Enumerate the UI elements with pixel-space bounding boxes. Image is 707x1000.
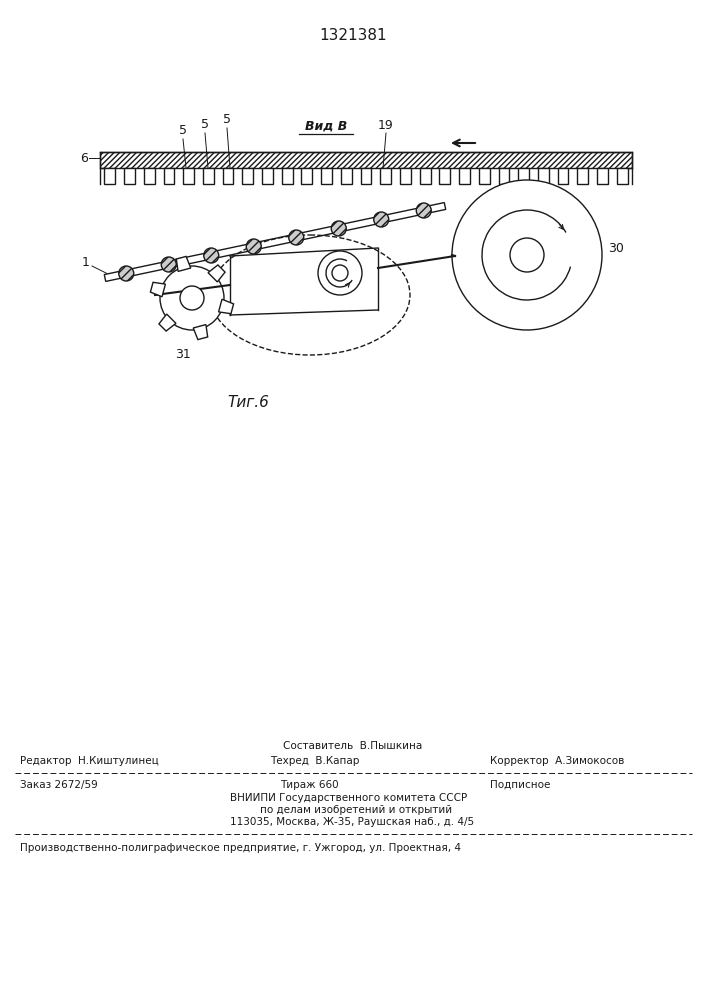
Text: Корректор  А.Зимокосов: Корректор А.Зимокосов: [490, 756, 624, 766]
Polygon shape: [176, 256, 191, 271]
Bar: [100, 152, 632, 168]
Bar: [420, 168, 431, 184]
Circle shape: [452, 180, 602, 330]
Circle shape: [510, 238, 544, 272]
Bar: [617, 168, 628, 184]
Circle shape: [246, 239, 262, 254]
Text: Τиг.6: Τиг.6: [227, 395, 269, 410]
Circle shape: [416, 203, 431, 218]
Circle shape: [288, 230, 304, 245]
Bar: [100, 152, 632, 168]
Bar: [124, 168, 135, 184]
Text: Редактор  Н.Киштулинец: Редактор Н.Киштулинец: [20, 756, 159, 766]
Text: 6: 6: [80, 151, 88, 164]
Bar: [597, 168, 608, 184]
Polygon shape: [104, 203, 445, 281]
Text: 30: 30: [608, 241, 624, 254]
Text: по делам изобретений и открытий: по делам изобретений и открытий: [260, 805, 452, 815]
Polygon shape: [208, 265, 225, 282]
Circle shape: [161, 257, 176, 272]
Circle shape: [332, 221, 346, 236]
Text: ВНИИПИ Государственного комитета СССР: ВНИИПИ Государственного комитета СССР: [230, 793, 467, 803]
Polygon shape: [193, 325, 208, 340]
Text: 113035, Москва, Ж-35, Раушская наб., д. 4/5: 113035, Москва, Ж-35, Раушская наб., д. …: [230, 817, 474, 827]
Circle shape: [332, 265, 348, 281]
Text: 5: 5: [223, 113, 231, 126]
Polygon shape: [151, 282, 165, 297]
Text: 5: 5: [179, 124, 187, 137]
Bar: [223, 168, 233, 184]
Bar: [341, 168, 351, 184]
Text: Вид В: Вид В: [305, 120, 347, 133]
Polygon shape: [218, 299, 233, 314]
Circle shape: [119, 266, 134, 281]
Text: 31: 31: [175, 348, 191, 361]
Bar: [459, 168, 470, 184]
Text: Производственно-полиграфическое предприятие, г. Ужгород, ул. Проектная, 4: Производственно-полиграфическое предприя…: [20, 843, 461, 853]
Text: 5: 5: [201, 118, 209, 131]
Bar: [262, 168, 273, 184]
Bar: [203, 168, 214, 184]
Bar: [400, 168, 411, 184]
Circle shape: [374, 212, 389, 227]
Circle shape: [180, 286, 204, 310]
Text: Заказ 2672/59: Заказ 2672/59: [20, 780, 98, 790]
Circle shape: [318, 251, 362, 295]
Text: Составитель  В.Пышкина: Составитель В.Пышкина: [284, 741, 423, 751]
Text: 19: 19: [378, 119, 394, 132]
Bar: [479, 168, 490, 184]
Circle shape: [204, 248, 218, 263]
Bar: [558, 168, 568, 184]
Bar: [243, 168, 253, 184]
Bar: [163, 168, 175, 184]
Bar: [282, 168, 293, 184]
Bar: [321, 168, 332, 184]
Bar: [518, 168, 529, 184]
Bar: [498, 168, 509, 184]
Bar: [439, 168, 450, 184]
Bar: [301, 168, 312, 184]
Text: Подписное: Подписное: [490, 780, 550, 790]
Polygon shape: [159, 314, 176, 331]
Bar: [538, 168, 549, 184]
Bar: [144, 168, 155, 184]
Bar: [105, 168, 115, 184]
Bar: [578, 168, 588, 184]
Circle shape: [160, 266, 224, 330]
Bar: [183, 168, 194, 184]
Bar: [361, 168, 371, 184]
Text: Техред  В.Капар: Техред В.Капар: [270, 756, 359, 766]
Text: 1: 1: [82, 256, 90, 269]
Text: 1321381: 1321381: [319, 27, 387, 42]
Text: Тираж 660: Тираж 660: [280, 780, 339, 790]
Bar: [380, 168, 391, 184]
